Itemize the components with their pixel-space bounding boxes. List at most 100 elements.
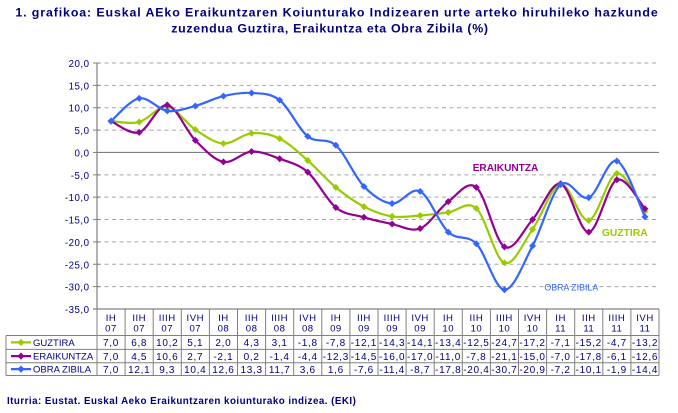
svg-text:IVH: IVH (636, 313, 654, 324)
svg-text:IH: IH (443, 313, 454, 324)
svg-text:-14,5: -14,5 (351, 352, 377, 363)
svg-text:4,5: 4,5 (131, 352, 147, 363)
svg-text:-24,7: -24,7 (491, 338, 517, 349)
svg-text:-10,1: -10,1 (576, 365, 602, 376)
svg-text:0,0: 0,0 (75, 149, 90, 160)
svg-text:GUZTIRA: GUZTIRA (602, 228, 648, 239)
svg-text:-15,2: -15,2 (576, 338, 602, 349)
svg-text:07: 07 (105, 324, 117, 335)
svg-text:10,6: 10,6 (156, 352, 178, 363)
svg-text:-5,0: -5,0 (71, 171, 90, 182)
svg-text:-4,7: -4,7 (607, 338, 627, 349)
svg-text:-7,0: -7,0 (551, 352, 571, 363)
svg-text:IIH: IIH (357, 313, 371, 324)
svg-text:4,3: 4,3 (244, 338, 260, 349)
svg-text:-1,4: -1,4 (270, 352, 290, 363)
svg-text:2,7: 2,7 (187, 352, 203, 363)
svg-text:-12,6: -12,6 (632, 352, 658, 363)
svg-text:10,2: 10,2 (156, 338, 178, 349)
svg-text:3,6: 3,6 (300, 365, 316, 376)
svg-text:09: 09 (414, 324, 426, 335)
svg-text:-7,6: -7,6 (354, 365, 374, 376)
svg-text:12,1: 12,1 (128, 365, 150, 376)
svg-text:3,1: 3,1 (272, 338, 288, 349)
svg-text:-7,8: -7,8 (466, 352, 486, 363)
svg-text:OBRA ZIBILA: OBRA ZIBILA (33, 365, 92, 376)
svg-text:IIH: IIH (470, 313, 484, 324)
svg-text:ERAIKUNTZA: ERAIKUNTZA (33, 352, 94, 363)
svg-text:-1,8: -1,8 (298, 338, 318, 349)
svg-text:7,0: 7,0 (103, 338, 119, 349)
svg-text:IIIH: IIIH (384, 313, 401, 324)
svg-text:-10,0: -10,0 (65, 193, 90, 204)
svg-text:Iturria: Eustat. Euskal Aeko E: Iturria: Eustat. Euskal Aeko Eraikuntzar… (7, 396, 356, 407)
svg-text:09: 09 (358, 324, 370, 335)
svg-text:1,6: 1,6 (328, 365, 344, 376)
svg-text:IH: IH (106, 313, 117, 324)
svg-text:-25,0: -25,0 (65, 260, 90, 271)
svg-text:-2,1: -2,1 (213, 352, 233, 363)
svg-text:ERAIKUNTZA: ERAIKUNTZA (473, 163, 539, 174)
svg-text:-14,4: -14,4 (632, 365, 658, 376)
svg-text:-17,8: -17,8 (435, 365, 461, 376)
svg-text:IH: IH (555, 313, 566, 324)
svg-text:15,0: 15,0 (69, 81, 90, 92)
svg-text:-12,3: -12,3 (323, 352, 349, 363)
svg-text:-7,8: -7,8 (326, 338, 346, 349)
svg-text:IIIH: IIIH (496, 313, 513, 324)
svg-text:-11,0: -11,0 (435, 352, 461, 363)
svg-text:-8,7: -8,7 (410, 365, 430, 376)
svg-text:IVH: IVH (411, 313, 429, 324)
svg-text:5,0: 5,0 (75, 126, 90, 137)
svg-text:9,3: 9,3 (159, 365, 175, 376)
svg-text:-30,0: -30,0 (65, 283, 90, 294)
svg-text:-12,5: -12,5 (463, 338, 489, 349)
svg-text:-20,9: -20,9 (519, 365, 545, 376)
svg-text:-15,0: -15,0 (65, 216, 90, 227)
svg-text:-17,8: -17,8 (576, 352, 602, 363)
svg-text:GUZTIRA: GUZTIRA (33, 338, 75, 349)
svg-text:0,2: 0,2 (244, 352, 260, 363)
svg-text:07: 07 (189, 324, 201, 335)
svg-text:-20,4: -20,4 (463, 365, 489, 376)
svg-text:6,8: 6,8 (131, 338, 147, 349)
svg-text:IIIH: IIIH (159, 313, 176, 324)
svg-text:7,0: 7,0 (103, 352, 119, 363)
svg-text:IIH: IIH (132, 313, 146, 324)
svg-text:10: 10 (471, 324, 483, 335)
svg-text:IIIH: IIIH (271, 313, 288, 324)
svg-text:-20,0: -20,0 (65, 238, 90, 249)
svg-text:08: 08 (218, 324, 230, 335)
svg-text:20,0: 20,0 (69, 59, 90, 70)
svg-text:10: 10 (499, 324, 511, 335)
svg-text:11: 11 (611, 324, 622, 335)
svg-text:-35,0: -35,0 (65, 305, 90, 316)
svg-text:7,0: 7,0 (103, 365, 119, 376)
svg-text:-4,4: -4,4 (298, 352, 318, 363)
svg-text:IVH: IVH (187, 313, 205, 324)
svg-text:08: 08 (274, 324, 286, 335)
svg-text:11: 11 (583, 324, 594, 335)
svg-text:-12,1: -12,1 (351, 338, 377, 349)
svg-text:OBRA ZIBILA: OBRA ZIBILA (544, 283, 598, 293)
svg-text:09: 09 (330, 324, 342, 335)
svg-text:IVH: IVH (524, 313, 542, 324)
svg-text:IIIH: IIIH (608, 313, 625, 324)
svg-text:08: 08 (302, 324, 314, 335)
svg-text:10,0: 10,0 (69, 104, 90, 115)
svg-text:11: 11 (555, 324, 566, 335)
svg-text:-16,0: -16,0 (379, 352, 405, 363)
svg-text:-21,1: -21,1 (491, 352, 517, 363)
svg-text:-7,2: -7,2 (551, 365, 571, 376)
svg-text:07: 07 (133, 324, 145, 335)
svg-text:IVH: IVH (299, 313, 317, 324)
svg-text:12,6: 12,6 (212, 365, 234, 376)
svg-text:08: 08 (246, 324, 258, 335)
svg-text:09: 09 (386, 324, 398, 335)
svg-text:-17,0: -17,0 (407, 352, 433, 363)
svg-text:07: 07 (161, 324, 173, 335)
svg-text:IH: IH (218, 313, 229, 324)
svg-text:-15,0: -15,0 (519, 352, 545, 363)
svg-text:2,0: 2,0 (215, 338, 231, 349)
svg-text:-14,3: -14,3 (379, 338, 405, 349)
